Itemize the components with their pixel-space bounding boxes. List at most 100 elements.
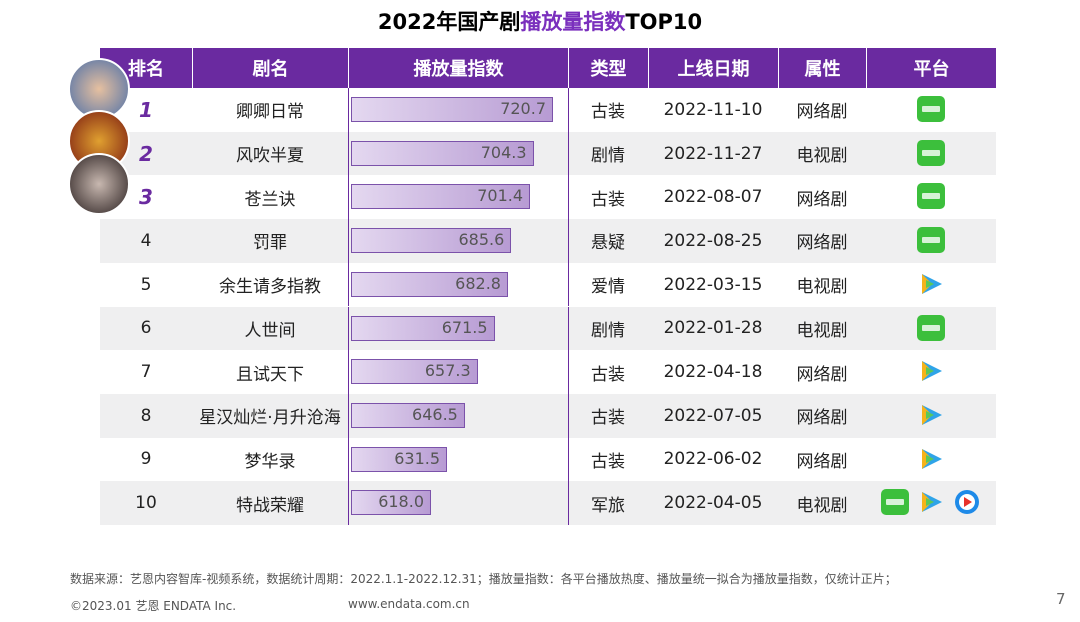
separator [348, 175, 349, 220]
separator [568, 437, 569, 482]
bar-label: 657.3 [424, 361, 471, 381]
source: 数据来源：艺恩内容智库-视频系统，数据统计周期：2022.1.1-2022.12… [70, 572, 897, 586]
cell: 人世间 [244, 320, 296, 341]
bar: 701.4 [351, 184, 531, 210]
separator [568, 393, 569, 438]
separator [348, 131, 349, 176]
header-bg [100, 48, 996, 88]
cell: 2022-08-25 [663, 230, 763, 251]
platform-icon [917, 227, 945, 254]
separator [348, 481, 349, 525]
url: www.endata.com.cn [348, 597, 470, 611]
cell: 风吹半夏 [236, 146, 304, 167]
header-cell: 剧名 [192, 48, 348, 88]
copyright: ©2023.01 艺恩 ENDATA Inc. [70, 599, 237, 613]
platform-icon [917, 139, 945, 166]
cell: 网络剧 [796, 451, 848, 472]
separator [348, 219, 349, 263]
platform-icon [917, 96, 945, 122]
cell: 2022-11-27 [663, 143, 763, 164]
separator [568, 481, 569, 525]
cell: 5 [140, 274, 152, 295]
separator [568, 88, 569, 132]
cell: 2022-01-28 [663, 318, 763, 339]
bar-label: 720.7 [500, 99, 546, 118]
cell: 电视剧 [796, 277, 848, 298]
bar: 682.8 [351, 271, 508, 297]
bar-label: 671.5 [441, 317, 488, 337]
cell: 星汉灿烂·月升沧海 [199, 408, 341, 429]
cell: 苍兰诀 [244, 189, 296, 210]
title: 2022年国产剧播放量指数TOP10 [0, 6, 1080, 36]
cell: 电视剧 [796, 320, 848, 341]
cell: 梦华录 [244, 451, 296, 472]
cell: 1 [139, 97, 153, 122]
cell: 3 [139, 185, 153, 210]
cell: 古装 [591, 364, 625, 385]
bar-label: 704.3 [480, 142, 527, 162]
cell: 爱情 [591, 277, 625, 298]
row-bg [100, 481, 996, 525]
platform-icon [917, 183, 945, 210]
separator [568, 306, 569, 351]
avatar [68, 153, 130, 216]
bar-label: 646.5 [412, 404, 458, 424]
platform-icon [953, 489, 981, 515]
platform-icon [917, 489, 945, 515]
cell: 罚罪 [253, 233, 287, 254]
header-cell: 平台 [866, 48, 996, 88]
separator [348, 88, 349, 132]
page-number: 7 [1056, 590, 1066, 608]
row-bg [100, 306, 996, 351]
header-cell: 类型 [568, 48, 648, 88]
separator [568, 131, 569, 176]
cell: 电视剧 [796, 146, 848, 167]
platform-icon [917, 271, 945, 297]
bar-label: 685.6 [458, 230, 505, 250]
cell: 古装 [591, 408, 625, 429]
header-cell: 播放量指数 [348, 48, 568, 88]
header-cell: 上线日期 [648, 48, 778, 88]
cell: 7 [140, 362, 152, 383]
separator [568, 219, 569, 263]
cell: 古装 [591, 102, 625, 123]
cell: 2022-04-05 [663, 493, 763, 514]
bar: 646.5 [351, 402, 465, 428]
cell: 剧情 [591, 320, 625, 341]
cell: 10 [135, 493, 157, 514]
separator [348, 262, 349, 307]
cell: 特战荣耀 [236, 495, 304, 516]
header-cell: 排名 [128, 59, 164, 80]
cell: 2022-04-18 [663, 362, 763, 383]
separator [348, 306, 349, 351]
cell: 9 [140, 449, 152, 470]
bar: 631.5 [351, 446, 448, 472]
bar: 704.3 [351, 140, 534, 166]
cell: 4 [140, 230, 152, 251]
bar: 618.0 [351, 490, 431, 516]
cell: 余生请多指教 [219, 277, 321, 298]
cell: 2022-08-07 [663, 187, 763, 208]
cell: 6 [140, 318, 152, 339]
cell: 悬疑 [591, 233, 625, 254]
separator [568, 262, 569, 307]
cell: 2 [139, 141, 153, 166]
bar-label: 618.0 [378, 492, 424, 512]
cell: 网络剧 [796, 189, 848, 210]
title-part: TOP10 [625, 10, 703, 34]
cell: 网络剧 [796, 102, 848, 123]
row-bg [100, 131, 996, 176]
bar: 671.5 [351, 315, 495, 341]
bar: 685.6 [351, 228, 512, 254]
cell: 网络剧 [796, 364, 848, 385]
cell: 古装 [591, 451, 625, 472]
title-part: 播放量指数 [520, 10, 626, 34]
row-bg [100, 393, 996, 438]
platform-icon [917, 314, 945, 341]
cell: 网络剧 [796, 233, 848, 254]
cell: 2022-11-10 [663, 99, 763, 120]
cell: 且试天下 [236, 364, 304, 385]
separator [568, 175, 569, 220]
title-part: 2022年国产剧 [377, 10, 521, 34]
